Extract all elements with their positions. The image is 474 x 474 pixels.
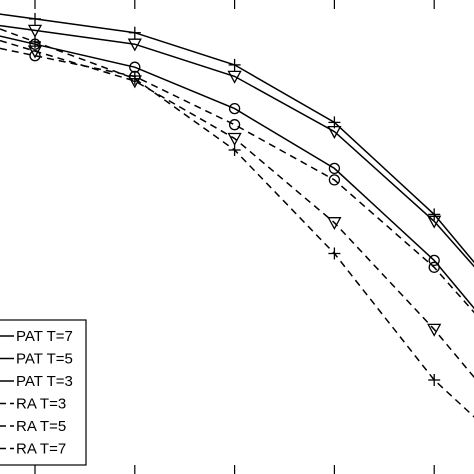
series-pat-t-3-point-3: [328, 162, 341, 175]
series-ra-t-7-point-2: [228, 144, 241, 156]
series-pat-t-3-point-1: [129, 61, 141, 73]
legend-ra-t-5-label: RA T=5: [16, 418, 66, 435]
legend-ra-t-3-label: RA T=3: [16, 396, 66, 413]
legend: PAT T=7 PAT T=5 PAT T=3 RA T=3 RA T=5 RA T=7: [0, 319, 87, 466]
series-pat-t-7-point-0: [29, 12, 41, 25]
series-pat-t-5-point-1: [127, 38, 142, 52]
series-ra-t-5-point-2: [227, 132, 242, 146]
series-ra-t-3-point-2: [228, 119, 241, 131]
legend-pat-t-5-label: PAT T=5: [16, 351, 73, 368]
series-ra-t-3-point-0: [29, 50, 41, 62]
series-pat-t-3-point-2: [228, 102, 241, 115]
series-pat-t-7-point-2: [228, 58, 241, 71]
series-ra-t-7-point-4: [428, 374, 441, 386]
series-ra-t-7-point-1: [128, 72, 141, 85]
series-pat-t-5-point-4: [427, 215, 442, 229]
legend-ra-t-7-label: RA T=7: [16, 441, 66, 458]
legend-box: [0, 319, 87, 466]
legend-pat-t-3-label: PAT T=3: [16, 373, 73, 390]
series-pat-t-5-point-0: [27, 24, 43, 38]
axis-ticks: [34, 0, 435, 474]
series-ra-t-7-point-3: [328, 247, 341, 260]
series-ra-t-3-point-4: [428, 261, 440, 273]
legend-pat-t-7-label: PAT T=7: [16, 328, 73, 345]
series-pat-t-7-point-1: [128, 26, 141, 39]
series-ra-t-5-point-4: [427, 323, 442, 337]
series-pat-t-5-line: [0, 24, 474, 268]
series-pat-t-3-point-4: [428, 254, 440, 267]
series-ra-t-3-line: [0, 47, 474, 314]
series-pat-t-7-point-4: [428, 208, 441, 221]
series-ra-t-5-point-3: [327, 217, 342, 231]
series-ra-t-3-point-3: [328, 174, 341, 186]
series-pat-t-5-point-2: [227, 70, 242, 84]
series-ra-t-7-point-0: [29, 35, 41, 48]
series-markers: [27, 12, 442, 386]
series-pat-t-5-point-3: [327, 125, 342, 139]
